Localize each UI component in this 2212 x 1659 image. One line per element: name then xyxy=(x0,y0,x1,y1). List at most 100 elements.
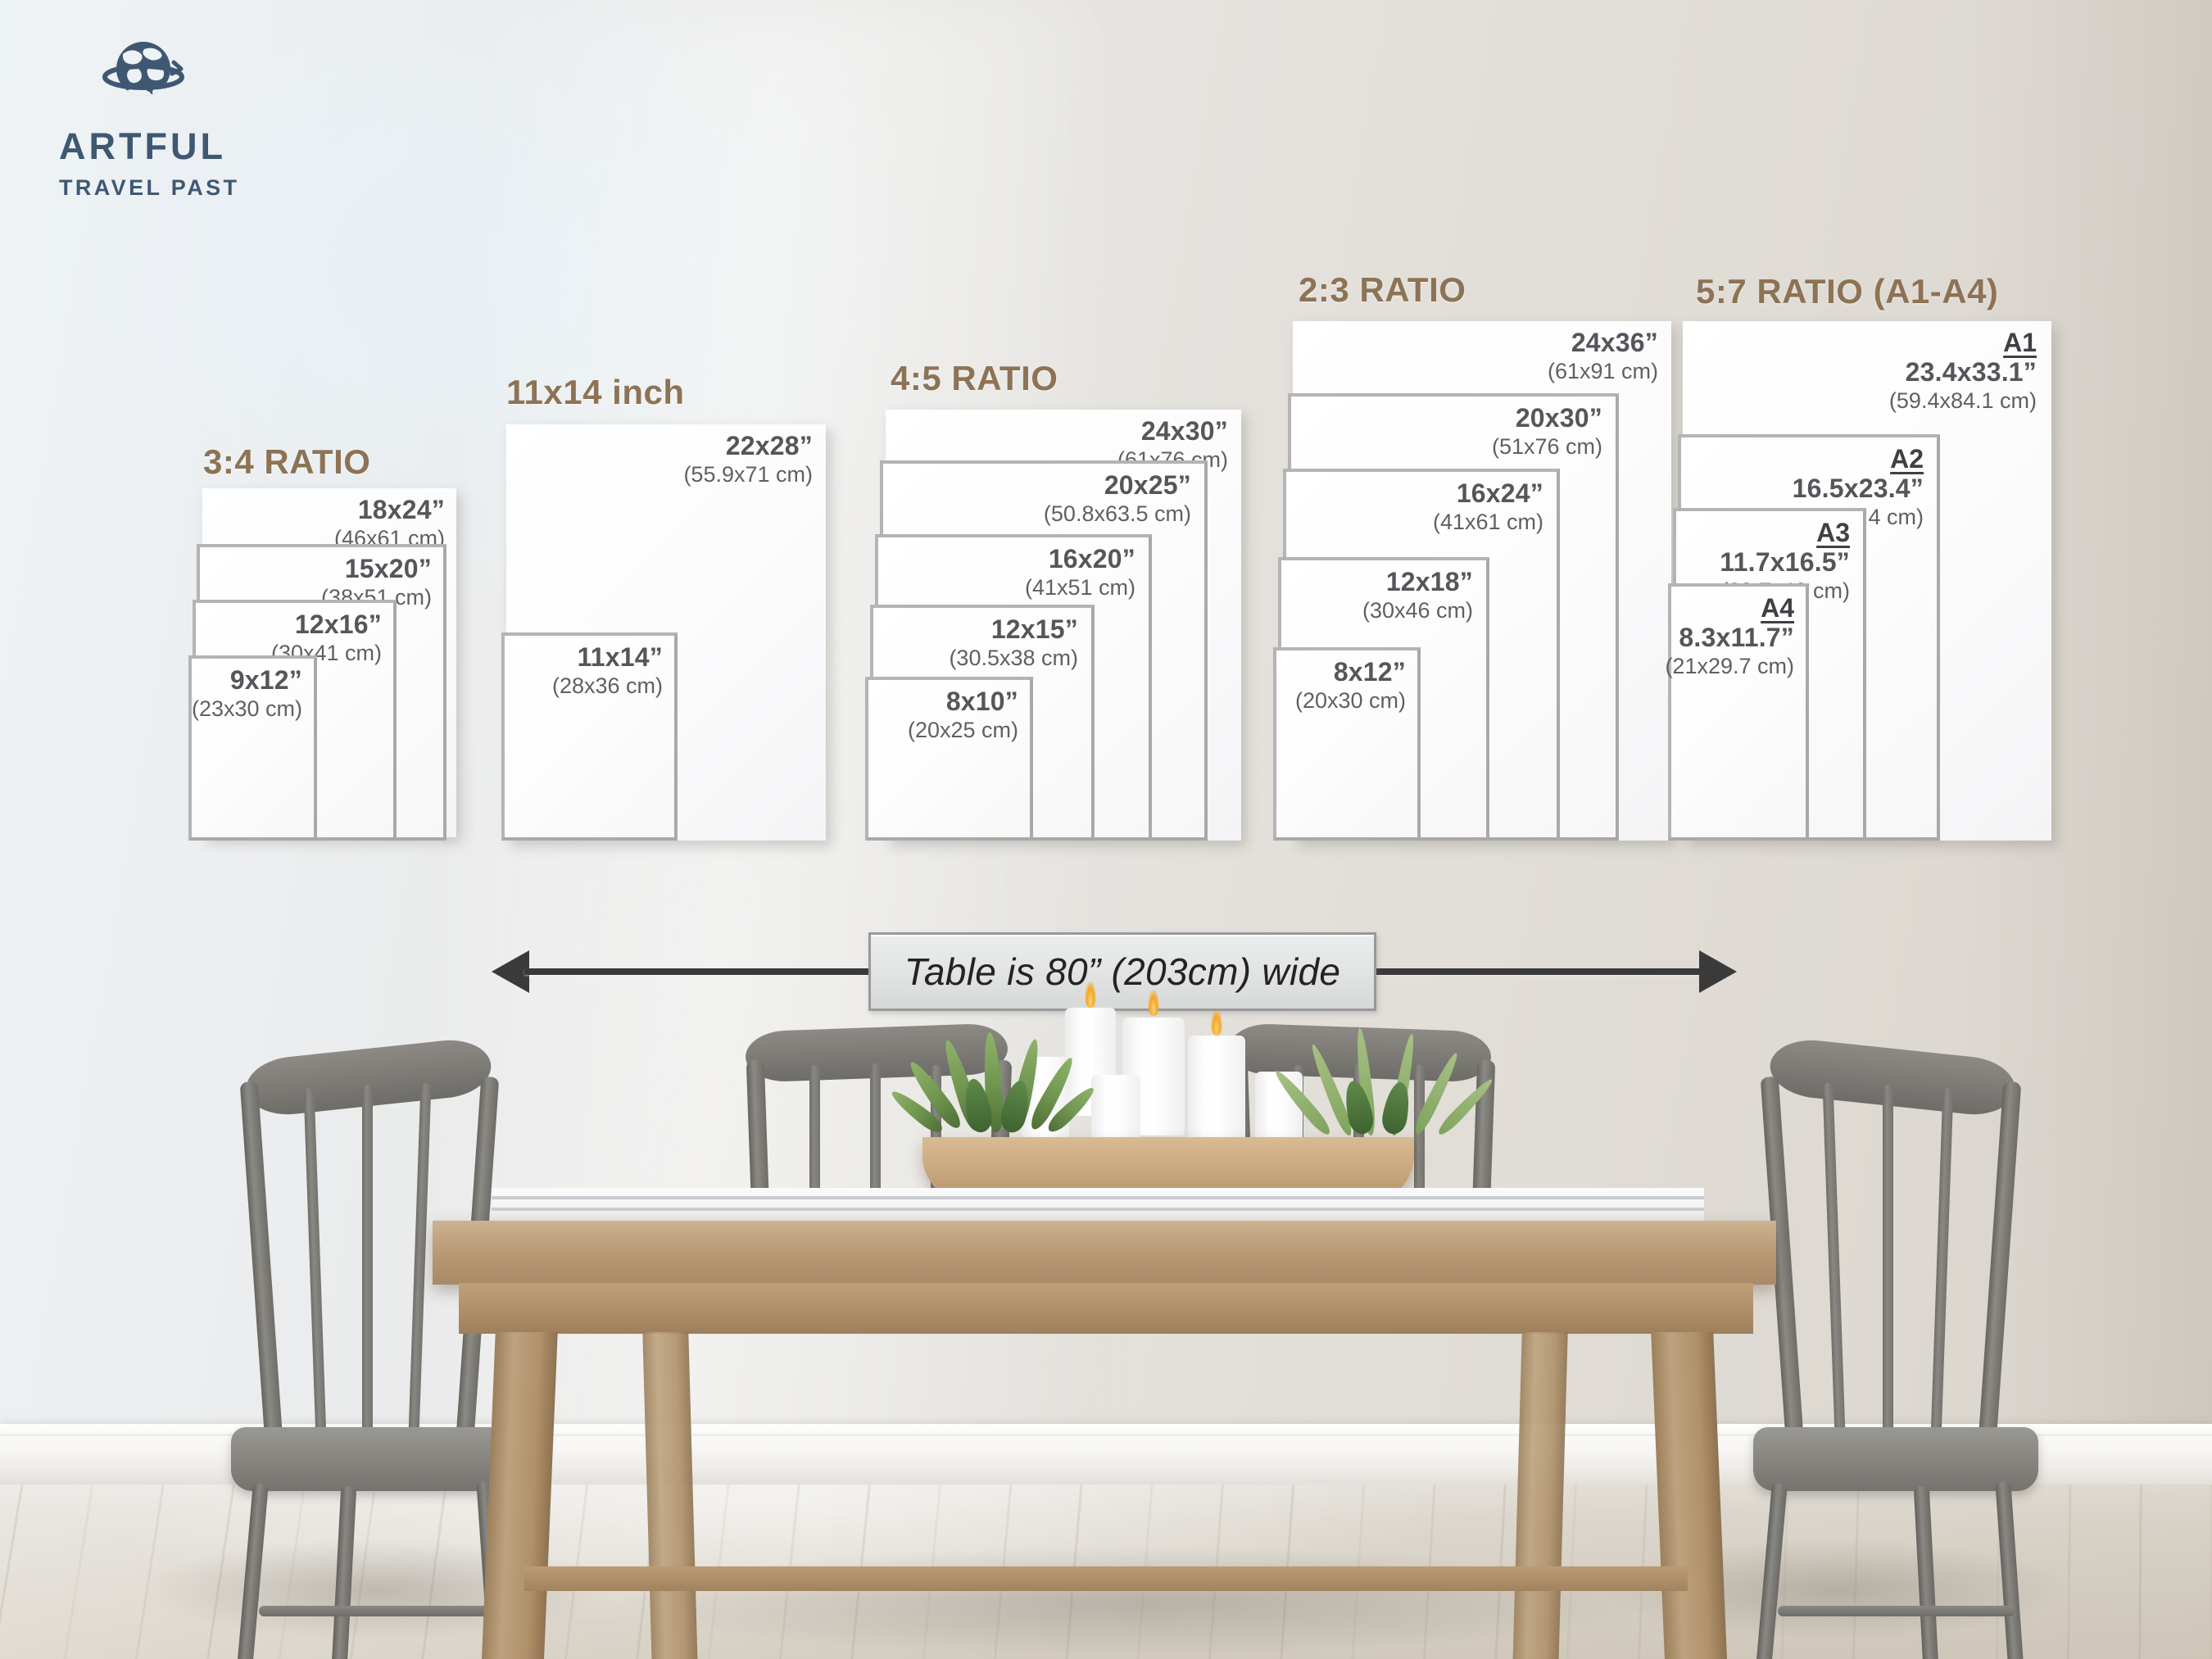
succulent-left xyxy=(887,1024,1099,1155)
frame-label: A4 8.3x11.7” (21x29.7 cm) xyxy=(1665,593,1794,679)
frame-label: 16x20” (41x51 cm) xyxy=(1025,544,1135,601)
frame-label: A1 23.4x33.1” (59.4x84.1 cm) xyxy=(1889,328,2037,414)
frame-size-inch: 20x25” xyxy=(1104,470,1191,500)
chair-back-post xyxy=(1978,1081,2022,1443)
chair-spindle xyxy=(1822,1082,1846,1436)
group-title: 5:7 RATIO (A1-A4) xyxy=(1696,272,1999,310)
table-top xyxy=(433,1221,1776,1285)
frame-size-cm: (20x30 cm) xyxy=(1294,688,1406,714)
frame-size-inch: 24x30” xyxy=(1140,416,1228,446)
chair-rung xyxy=(259,1606,496,1616)
frame-size-inch: 11x14” xyxy=(577,642,663,672)
frame-label: 8x10” (20x25 cm) xyxy=(908,687,1018,743)
chair-rung xyxy=(1778,1606,2015,1616)
table-shadow xyxy=(623,1548,1655,1655)
table-leg xyxy=(1512,1332,1568,1659)
group-title: 4:5 RATIO xyxy=(891,359,1058,397)
frame-size-inch: 8.3x11.7” xyxy=(1679,623,1794,653)
candle-flame-icon xyxy=(1211,1009,1222,1036)
measure-label-box: Table is 80” (203cm) wide xyxy=(868,932,1376,1011)
chair-spindle xyxy=(1930,1087,1954,1441)
arrow-left-icon xyxy=(492,950,529,993)
chair-spindle xyxy=(408,1082,432,1436)
brand-line2: TRAVEL PAST xyxy=(59,175,240,200)
candle-flame-icon xyxy=(1085,981,1096,1008)
frame-size-cm: (59.4x84.1 cm) xyxy=(1888,388,2037,414)
frame-8x10[interactable]: 8x10” (20x25 cm) xyxy=(865,677,1033,841)
candle xyxy=(1188,1036,1245,1142)
chair-leg xyxy=(330,1485,357,1659)
succulent-right xyxy=(1271,1016,1499,1155)
frame-9x12[interactable]: 9x12” (23x30 cm) xyxy=(188,655,317,841)
candle-flame-icon xyxy=(1148,990,1159,1016)
frame-size-cm: (55.9x71 cm) xyxy=(683,462,813,487)
frame-label: 20x30” (51x76 cm) xyxy=(1492,403,1602,460)
group-title: 3:4 RATIO xyxy=(203,442,371,481)
frame-size-cm: (23x30 cm) xyxy=(191,696,302,722)
frame-size-inch: 12x15” xyxy=(990,614,1078,644)
frame-label: 9x12” (23x30 cm) xyxy=(192,665,302,722)
frame-size-inch: 16x20” xyxy=(1048,544,1135,573)
chair-seat xyxy=(231,1427,516,1491)
frame-size-inch: 23.4x33.1” xyxy=(1905,357,2037,388)
wood-floor xyxy=(0,1484,2212,1659)
frame-label: 20x25” (50.8x63.5 cm) xyxy=(1044,470,1191,527)
frame-size-cm: (30x46 cm) xyxy=(1362,598,1473,623)
frame-size-cm: (20x25 cm) xyxy=(907,718,1018,743)
frame-8x12[interactable]: 8x12” (20x30 cm) xyxy=(1273,647,1421,841)
chair-left[interactable] xyxy=(231,1036,680,1659)
chair-leg xyxy=(1995,1480,2025,1659)
furniture-group xyxy=(0,981,2212,1659)
frame-11x14[interactable]: 11x14” (28x36 cm) xyxy=(501,632,678,841)
table-leg xyxy=(1651,1332,1728,1659)
chair-spindle xyxy=(362,1085,373,1437)
frame-size-cm: (41x51 cm) xyxy=(1024,575,1135,601)
frame-size-cm: (30.5x38 cm) xyxy=(949,646,1078,671)
frame-size-inch: 12x16” xyxy=(294,610,382,639)
frame-size-cm: (61x91 cm) xyxy=(1547,359,1658,384)
frame-size-inch: 24x36” xyxy=(1571,328,1658,357)
frame-size-cm: (21x29.7 cm) xyxy=(1665,654,1794,679)
chair-seat xyxy=(1753,1427,2038,1491)
table-apron xyxy=(459,1283,1753,1334)
frame-size-inch: 20x30” xyxy=(1515,403,1602,433)
frame-size-cm: (51x76 cm) xyxy=(1491,434,1602,460)
frame-size-inch: 16x24” xyxy=(1456,478,1543,508)
candle xyxy=(1091,1075,1140,1144)
arrow-right-icon xyxy=(1699,950,1737,993)
frame-code: A4 xyxy=(1761,593,1794,623)
globe-icon xyxy=(98,29,188,120)
chair-leg xyxy=(1913,1485,1940,1659)
frame-label: 22x28” (55.9x71 cm) xyxy=(683,431,813,487)
frame-code: A2 xyxy=(1890,444,1924,474)
chair-spindle xyxy=(1883,1085,1893,1437)
chair-right[interactable] xyxy=(1737,1036,2179,1659)
frame-label: 24x36” (61x91 cm) xyxy=(1548,328,1658,384)
frame-size-inch: 9x12” xyxy=(229,665,302,695)
group-title: 2:3 RATIO xyxy=(1299,270,1466,309)
frame-label: 12x16” (30x41 cm) xyxy=(271,610,382,666)
table-runner xyxy=(492,1188,1704,1226)
frame-size-inch: 22x28” xyxy=(725,431,813,460)
table-stretcher xyxy=(524,1566,1688,1591)
frame-size-inch: 8x10” xyxy=(945,687,1018,716)
chair-back-post xyxy=(239,1081,283,1443)
frame-code: A3 xyxy=(1816,518,1850,547)
frame-label: 8x12” (20x30 cm) xyxy=(1295,657,1406,714)
frame-a4[interactable]: A4 8.3x11.7” (21x29.7 cm) xyxy=(1665,583,1809,841)
frame-size-inch: 8x12” xyxy=(1333,657,1406,687)
frame-label: 12x15” (30.5x38 cm) xyxy=(949,614,1078,671)
frame-size-inch: 15x20” xyxy=(344,554,432,583)
group-title: 11x14 inch xyxy=(506,373,685,411)
frame-label: 16x24” (41x61 cm) xyxy=(1433,478,1543,535)
frame-label: 12x18” (30x46 cm) xyxy=(1362,567,1473,623)
frame-size-inch: 18x24” xyxy=(357,495,445,524)
table-leg xyxy=(642,1332,698,1659)
frame-size-inch: 16.5x23.4” xyxy=(1792,474,1924,504)
table-width-measure: Table is 80” (203cm) wide xyxy=(492,932,1737,1011)
frame-size-cm: (50.8x63.5 cm) xyxy=(1043,501,1191,527)
frame-label: 11x14” (28x36 cm) xyxy=(552,642,663,699)
brand-logo: ARTFUL TRAVEL PAST xyxy=(59,29,329,202)
frame-label: 18x24” (46x61 cm) xyxy=(334,495,445,551)
